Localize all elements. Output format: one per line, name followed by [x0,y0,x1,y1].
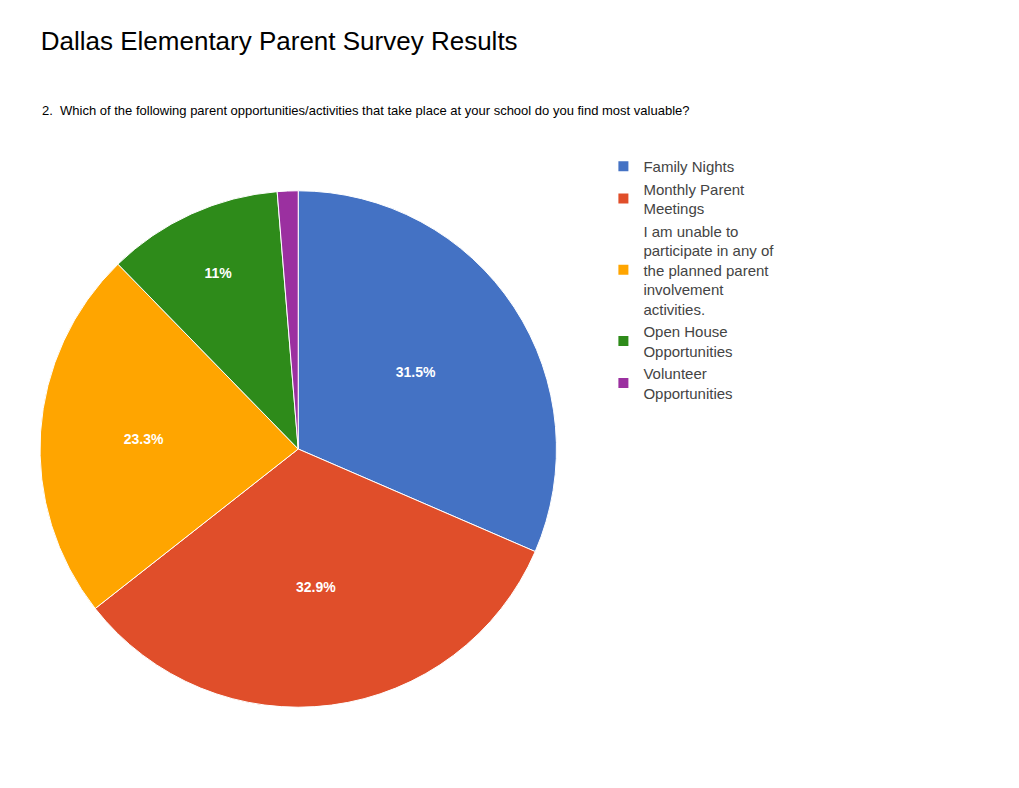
svg-text:Monthly ParentMeetings: Monthly ParentMeetings [643,181,745,218]
svg-text:Open HouseOpportunities: Open HouseOpportunities [643,323,732,360]
svg-text:23.3%: 23.3% [124,431,164,447]
svg-text:32.9%: 32.9% [296,579,336,595]
svg-text:VolunteerOpportunities: VolunteerOpportunities [643,365,732,402]
svg-text:Dallas Elementary Parent Surve: Dallas Elementary Parent Survey Results [41,26,518,56]
svg-text:11%: 11% [204,265,232,281]
svg-text:31.5%: 31.5% [396,364,436,380]
svg-text:I am unable toparticipate in a: I am unable toparticipate in any ofthe p… [643,223,774,318]
svg-text:Family Nights: Family Nights [643,158,734,175]
svg-text:2. Which of the following par: 2. Which of the following parent opportu… [42,103,689,118]
